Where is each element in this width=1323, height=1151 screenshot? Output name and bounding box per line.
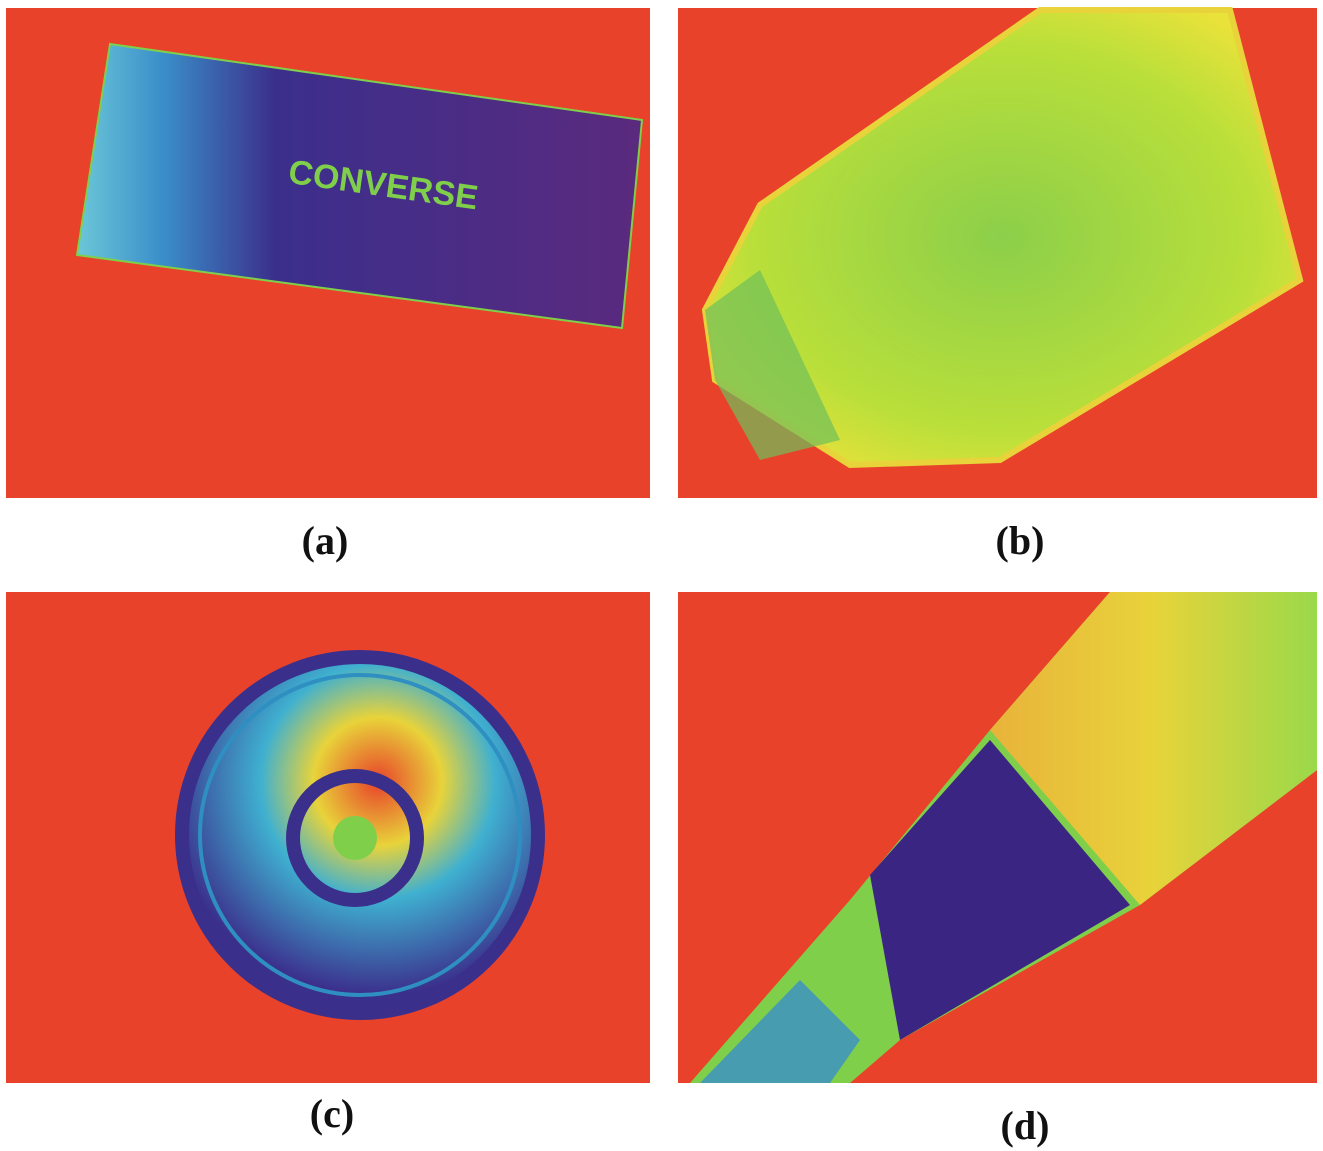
panel-d [678,592,1317,1083]
caption: (a) [302,518,349,563]
panel-b [678,8,1317,498]
caption: (d) [1001,1103,1050,1148]
panel-c [6,592,650,1083]
caption: (c) [310,1091,354,1136]
figure: CONVERSE (a) (b) (c) (d) [0,0,1323,1151]
caption: (b) [996,518,1045,563]
lid-center [333,816,377,860]
panel-a: CONVERSE [6,8,650,498]
